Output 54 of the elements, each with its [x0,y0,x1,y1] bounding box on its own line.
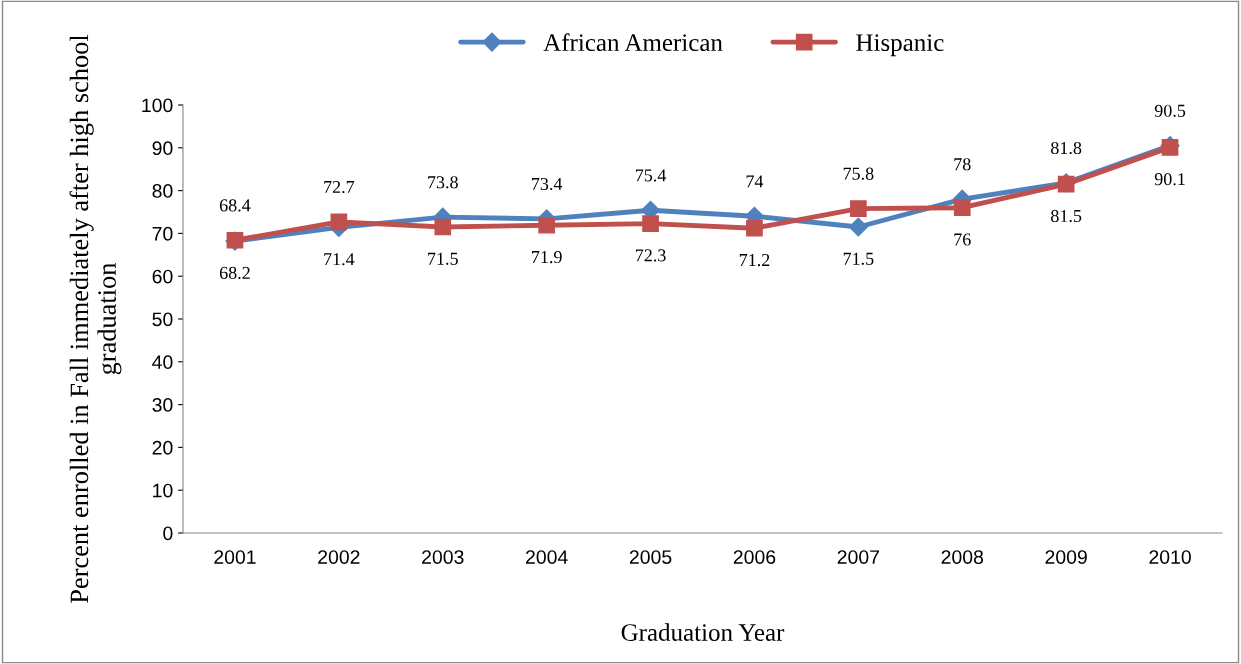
point [642,215,659,232]
data-label: 81.5 [1051,209,1082,223]
x-tick-label: 2005 [629,550,672,564]
point [538,216,555,234]
x-tick-label: 2001 [214,550,256,564]
x-tick-label: 2002 [318,550,360,564]
point [1161,139,1179,156]
y-tick-label: 10 [153,483,173,498]
y-tick-label: 90 [152,141,173,156]
data-label: 75.4 [635,169,667,182]
x-tick-label: 2006 [733,550,776,564]
data-label: 90.5 [1154,104,1186,117]
data-label: 74 [746,175,764,188]
y-tick-label: 100 [142,98,173,113]
y-tick-label: 60 [152,269,173,284]
data-label: 78 [954,158,971,171]
legend-label: Hispanic [856,34,944,57]
x-tick-label: 2008 [941,550,984,564]
y-tick-label: 70 [152,226,173,241]
data-label: 72.7 [324,180,355,194]
data-label: 71.9 [532,250,562,264]
data-label: 68.4 [219,199,251,212]
legend-label: African American [543,33,723,52]
data-label: 76 [954,233,971,246]
point [434,218,452,236]
point [848,217,868,237]
y-axis-title: Percent enrolled in Fall immediately after high school graduation [69,34,122,603]
data-label: 71.4 [324,253,355,266]
x-tick-label: 2004 [526,550,568,564]
point [746,219,763,237]
point [850,200,867,217]
x-tick-label: 2009 [1045,550,1087,564]
point [330,213,348,231]
y-tick-label: 40 [152,355,173,370]
x-axis-title: Graduation Year [621,623,785,641]
data-label: 68.2 [219,266,250,280]
data-label: 75.8 [843,167,874,180]
x-tick-label: 2003 [422,550,464,564]
data-label: 72.3 [635,249,666,262]
point [953,199,971,217]
data-label: 71.5 [428,252,458,265]
x-tick-label: 2007 [837,550,879,564]
y-tick-label: 80 [152,184,173,198]
data-label: 73.4 [532,177,563,191]
data-label: 90.1 [1154,173,1185,186]
y-tick-label: 50 [152,312,173,327]
y-tick-label: 30 [152,398,173,412]
data-label: 73.8 [428,176,458,189]
x-tick-label: 2010 [1149,550,1191,564]
y-tick-label: 20 [152,440,173,455]
y-tick-label: 0 [163,526,173,541]
data-label: 71.5 [843,252,874,265]
data-label: 81.8 [1051,141,1082,155]
data-label: 71.2 [739,253,770,267]
